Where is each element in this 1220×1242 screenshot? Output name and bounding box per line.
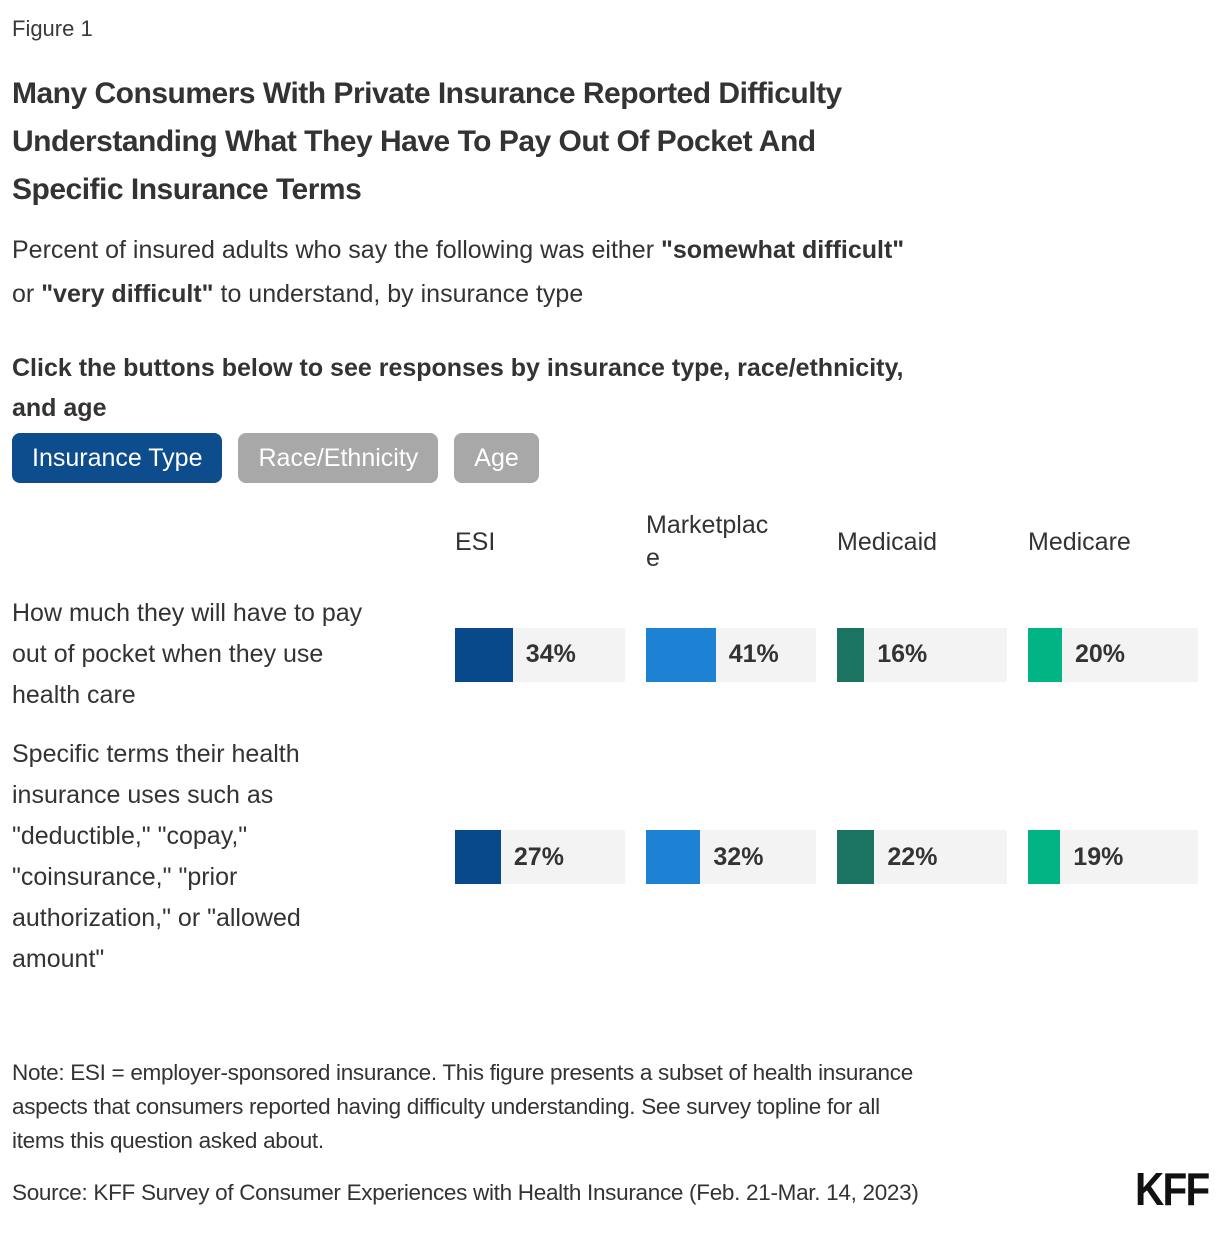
bar-fill-medicare-row1 (1028, 830, 1061, 884)
source-row: Source: KFF Survey of Consumer Experienc… (12, 1163, 1210, 1215)
view-button-insurance-type[interactable]: Insurance Type (12, 433, 223, 483)
bar-track-medicaid-row1: 22% (837, 830, 1007, 884)
subtitle-segment: "somewhat difficult" (660, 236, 905, 264)
column-header-esi: ESI (455, 527, 496, 556)
bar-value-medicare-row1: 19% (1073, 842, 1124, 871)
bar-value-marketplace-row0: 41% (728, 640, 779, 668)
bar-value-esi-row0: 34% (525, 640, 576, 668)
column-header-medicaid: Medicaid (837, 527, 938, 556)
page-title: Many Consumers With Private Insurance Re… (12, 77, 842, 206)
view-button-age[interactable]: Age (454, 433, 539, 483)
chart-area: ESI Marketplace Medicaid Medicare How much t… (12, 509, 1208, 980)
note-text: Note: ESI = employer-sponsored insurance… (12, 1060, 913, 1153)
column-header-medicare: Medicare (1028, 527, 1131, 556)
row-label-1: Specific terms their health insurance us… (12, 740, 301, 973)
subtitle-segment: Percent of insured adults who say the fo… (12, 236, 661, 264)
bar-value-medicare-row0: 20% (1075, 640, 1126, 668)
bar-track-esi-row0: 34% (455, 627, 625, 682)
bar-track-medicare-row0: 20% (1028, 627, 1198, 682)
bar-track-medicare-row1: 19% (1028, 830, 1198, 884)
bar-value-marketplace-row1: 32% (713, 842, 764, 871)
bar-value-medicaid-row1: 22% (887, 842, 938, 871)
subtitle-segment: to understand, by insurance type (213, 280, 584, 308)
bar-value-esi-row1: 27% (513, 842, 564, 871)
bar-fill-medicaid-row1 (837, 830, 875, 884)
page: Figure 1 Many Consumers With Private Ins… (12, 16, 1210, 1215)
bar-fill-medicaid-row0 (837, 627, 865, 682)
bar-fill-esi-row1 (455, 830, 501, 884)
bar-track-marketplace-row1: 32% (646, 830, 816, 884)
chart-grid: ESI Marketplace Medicaid Medicare How much t… (12, 509, 1208, 980)
view-buttons: Insurance Type Race/Ethnicity Age (12, 433, 1208, 483)
kff-logo: KFF (1134, 1163, 1210, 1215)
instruction-text: Click the buttons below to see responses… (12, 354, 904, 422)
bar-track-esi-row1: 27% (455, 830, 625, 884)
footer: Note: ESI = employer-sponsored insurance… (12, 1056, 1210, 1215)
page-subtitle: Percent of insured adults who say the fo… (12, 228, 1208, 316)
bar-fill-medicare-row0 (1028, 627, 1062, 682)
row-label-0: How much they will have to pay out of po… (12, 599, 363, 709)
bar-track-medicaid-row0: 16% (837, 627, 1007, 682)
bar-fill-esi-row0 (455, 627, 513, 682)
column-header-marketplace: Marketplace (646, 511, 769, 572)
bar-fill-marketplace-row0 (646, 627, 716, 682)
subtitle-segment: or (12, 280, 35, 308)
view-button-race-ethnicity[interactable]: Race/Ethnicity (238, 433, 439, 483)
bar-track-marketplace-row0: 41% (646, 627, 816, 682)
bar-fill-marketplace-row1 (646, 830, 701, 884)
source-text: Source: KFF Survey of Consumer Experienc… (12, 1180, 919, 1205)
figure-label: Figure 1 (12, 16, 93, 41)
bar-value-medicaid-row0: 16% (877, 640, 928, 668)
subtitle-segment: "very difficult" (41, 280, 214, 308)
